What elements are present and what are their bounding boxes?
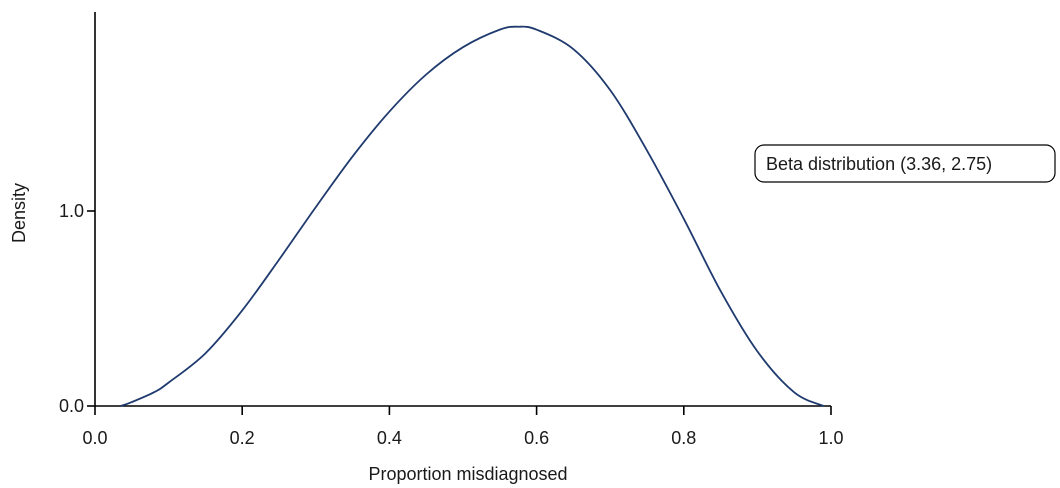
y-axis-title: Density [9,183,29,243]
x-tick-label: 0.4 [377,428,402,448]
x-tick-label: 0.6 [524,428,549,448]
x-axis-title: Proportion misdiagnosed [368,464,567,484]
axes: 0.0 0.2 0.4 0.6 0.8 1.0 0.0 1.0 [59,12,844,448]
legend-box [754,144,1056,183]
legend: Beta distribution (3.36, 2.75) [754,144,1056,183]
y-tick-label: 0.0 [59,396,84,416]
x-tick-label: 1.0 [818,428,843,448]
x-tick-label: 0.2 [230,428,255,448]
series-line [120,25,825,407]
x-tick-label: 0.8 [671,428,696,448]
legend-label: Beta distribution (3.36, 2.75) [766,154,992,174]
plot-area [120,25,825,407]
y-tick-label: 1.0 [59,201,84,221]
x-tick-label: 0.0 [82,428,107,448]
